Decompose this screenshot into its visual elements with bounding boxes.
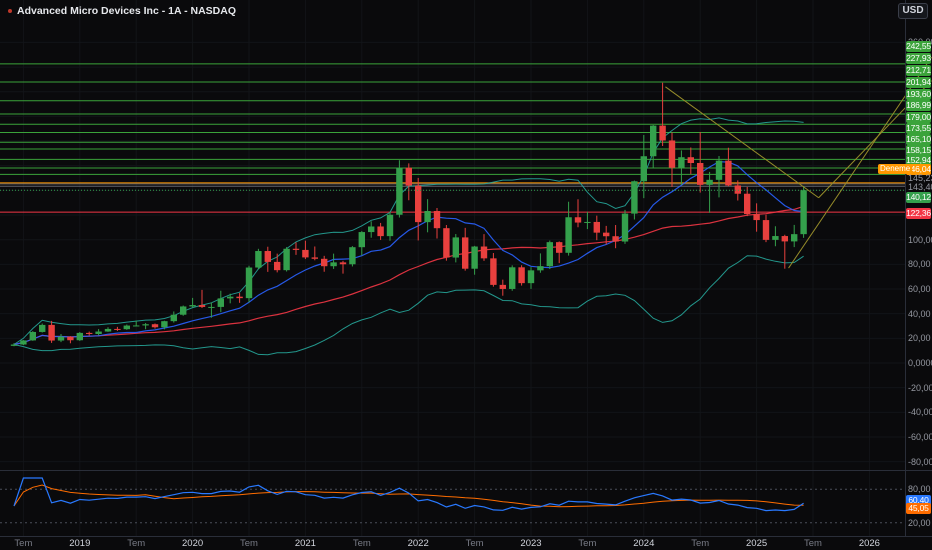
time-axis-tick: Tem <box>352 538 371 549</box>
time-axis-tick: 2024 <box>633 538 655 549</box>
candlesticks <box>10 82 807 347</box>
time-axis-tick: Tem <box>127 538 146 549</box>
price-pane[interactable] <box>0 0 905 470</box>
rsi-band-label: 20,00 <box>908 517 931 528</box>
level-price-badge: 173,55 <box>906 122 931 134</box>
price-axis-tick: 20,00 <box>908 333 931 344</box>
price-axis-tick: -20,00 <box>908 382 932 393</box>
price-axis-tick: 60,00 <box>908 284 931 295</box>
current-price-badge: 140,12 <box>906 191 931 203</box>
symbol-legend[interactable]: Advanced Micro Devices Inc - 1A - NASDAQ <box>8 5 236 17</box>
time-axis-tick: Tem <box>804 538 822 549</box>
time-axis-tick: Tem <box>465 538 484 549</box>
symbol-title: Advanced Micro Devices Inc - 1A - NASDAQ <box>17 5 237 17</box>
level-price-badge: 212,71 <box>906 64 931 76</box>
level-price-badge: 193,60 <box>906 88 931 100</box>
price-axis-tick: 40,00 <box>908 308 931 319</box>
time-axis[interactable]: Tem 2019 Tem 2020 Tem 2021 Tem 2022 Tem 2023 Tem 20… <box>0 536 932 550</box>
time-axis-tick: Tem <box>240 538 258 549</box>
price-axis-tick: -80,00 <box>908 456 932 467</box>
level-price-badge: 165,10 <box>906 133 931 145</box>
level-price-badge: 227,93 <box>906 52 931 64</box>
time-axis-tick: 2019 <box>69 538 91 549</box>
price-axis-tick: 0,0000 <box>908 358 932 368</box>
level-price-badge: 186,99 <box>906 99 931 111</box>
level-price-badge: 242,55 <box>906 40 931 52</box>
time-axis-tick: Tem <box>578 538 597 549</box>
rsi-ma-value-badge: 45,05 <box>906 503 931 515</box>
price-axis-tick: 100,00 <box>908 234 932 245</box>
rsi-value-badge: 60,40 <box>906 494 931 506</box>
time-axis-tick: 2021 <box>294 538 316 549</box>
time-axis-tick: 2025 <box>746 538 768 549</box>
price-axis-tick: -60,00 <box>908 431 932 442</box>
pane-separator[interactable] <box>0 470 932 471</box>
time-axis-tick: Tem <box>14 538 33 549</box>
level-price-badge: 158,15 <box>906 144 931 156</box>
market-status-dot <box>8 9 12 13</box>
red-level-price-badge: 122,36 <box>906 207 931 219</box>
time-axis-tick: 2023 <box>520 538 542 549</box>
price-axis-tick: 80,00 <box>908 259 931 270</box>
indicator-value-label: 143,40 <box>908 182 932 192</box>
rsi-pane[interactable] <box>0 470 905 536</box>
price-axis-tick: -40,00 <box>908 407 932 418</box>
rsi-band-label: 80,00 <box>908 484 931 495</box>
time-axis-tick: 2026 <box>858 538 880 549</box>
level-price-badge: 179,00 <box>906 111 931 123</box>
price-axis[interactable]: 260,00100,0080,0060,0040,0020,000,0000-2… <box>878 0 932 536</box>
time-axis-tick: 2022 <box>407 538 429 549</box>
level-price-badge: 201,94 <box>906 76 931 88</box>
currency-toggle-button[interactable]: USD <box>898 3 928 19</box>
time-axis-tick: Tem <box>691 538 710 549</box>
time-axis-tick: 2020 <box>182 538 204 549</box>
